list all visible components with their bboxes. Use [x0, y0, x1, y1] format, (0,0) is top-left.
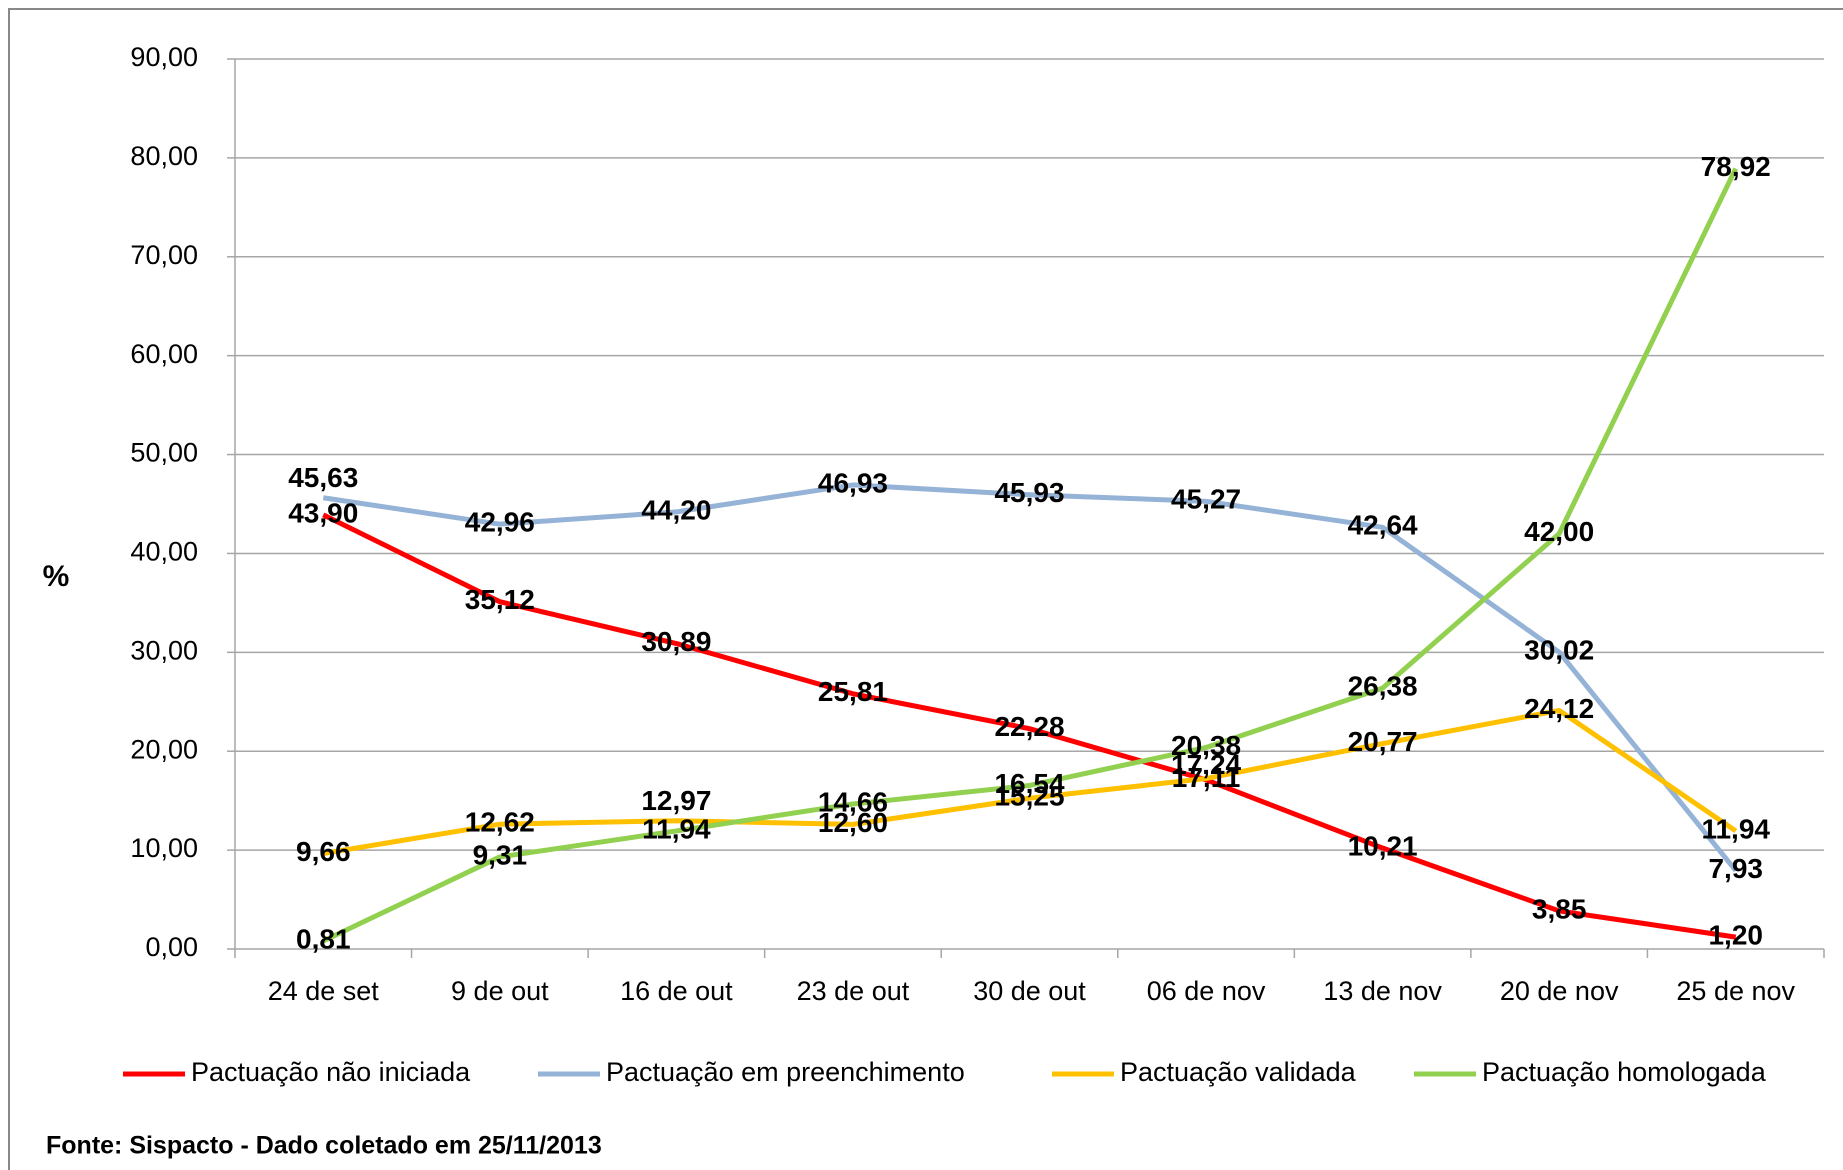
- legend-label: Pactuação em preenchimento: [606, 1057, 965, 1087]
- data-label: 9,66: [296, 836, 351, 867]
- y-tick-label: 30,00: [130, 635, 198, 665]
- data-label: 7,93: [1708, 853, 1763, 884]
- x-tick-label: 16 de out: [620, 976, 733, 1006]
- data-label: 16,54: [994, 768, 1064, 799]
- data-label: 25,81: [818, 676, 888, 707]
- series-line: [322, 482, 1738, 873]
- data-label: 12,60: [818, 807, 888, 838]
- series-line: [322, 167, 1738, 944]
- data-label: 35,12: [465, 584, 535, 615]
- data-label: 17,11: [1172, 762, 1241, 793]
- data-label: 42,96: [465, 507, 535, 538]
- y-tick-label: 60,00: [130, 339, 198, 369]
- data-label: 43,90: [288, 497, 358, 528]
- y-tick-label: 70,00: [130, 240, 198, 270]
- y-tick-label: 20,00: [130, 734, 198, 764]
- legend-label: Pactuação homologada: [1482, 1057, 1767, 1087]
- data-label: 45,27: [1171, 484, 1241, 515]
- x-tick-label: 25 de nov: [1676, 976, 1795, 1006]
- data-label: 22,28: [994, 711, 1064, 742]
- legend-label: Pactuação não iniciada: [191, 1057, 471, 1087]
- x-tick-label: 23 de out: [797, 976, 910, 1006]
- data-label: 45,93: [994, 477, 1064, 508]
- data-label: 11,94: [1701, 813, 1770, 844]
- data-label: 42,00: [1524, 516, 1594, 547]
- data-label: 17,24: [1171, 749, 1241, 780]
- data-label: 30,89: [641, 626, 711, 657]
- source-note: Fonte: Sispacto - Dado coletado em 25/11…: [46, 1132, 602, 1160]
- data-label: 24,12: [1524, 693, 1594, 724]
- data-label: 12,97: [641, 785, 711, 816]
- y-tick-label: 50,00: [130, 438, 198, 468]
- data-label: 46,93: [818, 467, 888, 498]
- data-label: 10,21: [1348, 830, 1418, 861]
- data-label: 15,25: [994, 781, 1064, 812]
- data-label: 9,31: [473, 839, 528, 870]
- data-label: 0,81: [296, 923, 351, 954]
- data-label: 1,20: [1708, 920, 1763, 951]
- data-label: 14,66: [818, 786, 888, 817]
- data-label: 12,62: [465, 807, 535, 838]
- y-tick-label: 80,00: [130, 141, 198, 171]
- y-axis-label: %: [43, 560, 70, 593]
- x-tick-label: 20 de nov: [1500, 976, 1619, 1006]
- x-tick-label: 06 de nov: [1147, 976, 1266, 1006]
- y-tick-label: 0,00: [145, 932, 198, 962]
- data-label: 11,94: [642, 813, 711, 844]
- x-tick-label: 24 de set: [268, 976, 380, 1006]
- legend-label: Pactuação validada: [1120, 1057, 1357, 1087]
- x-tick-label: 9 de out: [451, 976, 549, 1006]
- x-tick-label: 30 de out: [973, 976, 1086, 1006]
- frame: [8, 8, 1843, 1170]
- data-label: 78,92: [1701, 151, 1771, 182]
- data-label: 3,85: [1532, 893, 1587, 924]
- series-line: [322, 707, 1738, 856]
- y-tick-label: 90,00: [130, 42, 198, 72]
- data-label: 20,77: [1348, 726, 1418, 757]
- data-label: 20,38: [1171, 730, 1241, 761]
- series-line: [322, 512, 1737, 940]
- data-label: 26,38: [1348, 671, 1418, 702]
- data-label: 44,20: [641, 494, 711, 525]
- data-label: 30,02: [1524, 635, 1594, 666]
- x-tick-label: 13 de nov: [1323, 976, 1442, 1006]
- data-label: 42,64: [1348, 510, 1418, 541]
- y-tick-label: 10,00: [130, 833, 198, 863]
- data-label: 45,63: [288, 462, 358, 493]
- y-tick-label: 40,00: [130, 537, 198, 567]
